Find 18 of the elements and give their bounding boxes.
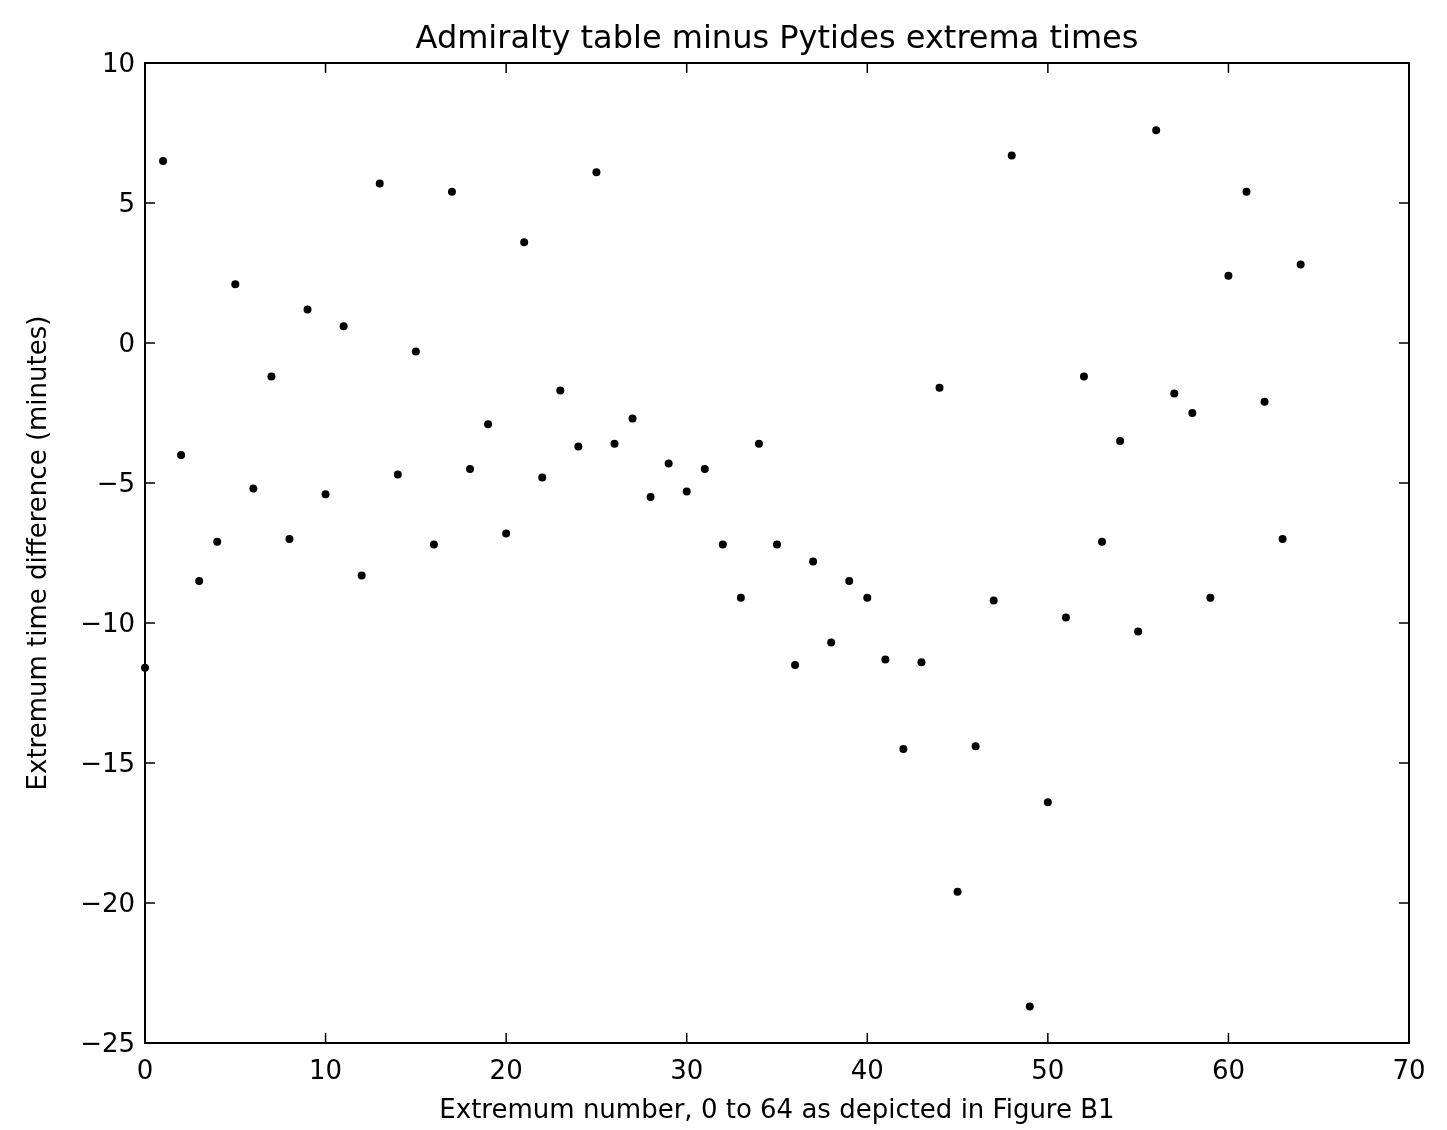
- x-axis-title: Extremum number, 0 to 64 as depicted in Figure B1: [439, 1094, 1115, 1124]
- x-tick-label: 70: [1392, 1055, 1426, 1085]
- y-tick-label: −25: [80, 1028, 135, 1058]
- x-tick-label: 50: [1031, 1055, 1065, 1085]
- chart-title: Admiralty table minus Pytides extrema times: [415, 18, 1139, 56]
- x-tick-label: 30: [670, 1055, 704, 1085]
- y-tick-label: 0: [118, 328, 135, 358]
- y-tick-label: 10: [101, 48, 135, 78]
- y-axis-title: Extremum time difference (minutes): [22, 315, 52, 791]
- y-tick-label: −10: [80, 608, 135, 638]
- y-tick-label: −15: [80, 748, 135, 778]
- y-tick-label: −5: [96, 468, 135, 498]
- y-tick-label: 5: [118, 188, 135, 218]
- x-tick-label: 40: [850, 1055, 884, 1085]
- x-tick-label: 10: [309, 1055, 343, 1085]
- x-tick-label: 20: [489, 1055, 523, 1085]
- y-tick-label: −20: [80, 888, 135, 918]
- x-tick-label: 60: [1211, 1055, 1245, 1085]
